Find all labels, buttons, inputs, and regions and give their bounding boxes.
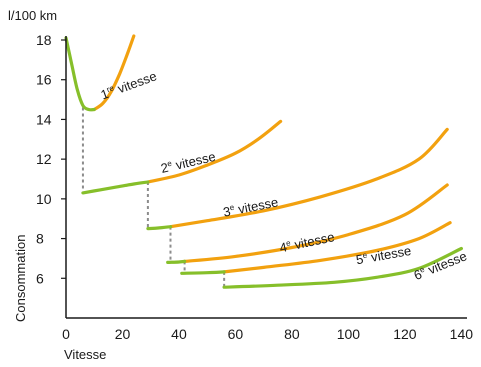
x-tick-label: 100 (337, 326, 361, 342)
gear-4-label: 4e vitesse (278, 229, 336, 255)
y-tick-label: 18 (36, 32, 52, 48)
y-tick-label: 6 (36, 270, 44, 286)
y-tick-label: 16 (36, 72, 52, 88)
x-tick-label: 0 (62, 326, 70, 342)
x-tick-label: 60 (228, 326, 244, 342)
gear-1-orange-curve (92, 34, 136, 112)
consumption-curves (64, 34, 463, 289)
gear-5-green-curve (180, 270, 226, 275)
gear-4-orange-curve (183, 183, 449, 263)
x-tick-label: 20 (115, 326, 131, 342)
x-tick-label: 140 (450, 326, 474, 342)
gear-5-orange-curve (222, 221, 452, 274)
x-tick-label: 120 (393, 326, 417, 342)
gear-3-orange-curve (168, 127, 449, 229)
x-tick-label: 80 (284, 326, 300, 342)
gear-2-orange-curve (146, 119, 283, 184)
gear-6-label: 6e vitesse (412, 248, 469, 283)
tick-labels: 6 8 10 12 14 16 18 0 20 40 60 80 100 120 140 (36, 32, 473, 342)
gear-6-green-curve (222, 246, 463, 289)
y-tick-label: 14 (36, 111, 52, 127)
gear-5-label: 5e vitesse (355, 243, 413, 267)
y-axis-title: Consommation (13, 235, 28, 322)
gear-3-label: 3e vitesse (222, 194, 280, 219)
y-unit-label: l/100 km (8, 8, 57, 23)
y-tick-label: 8 (36, 231, 44, 247)
axes (65, 36, 467, 319)
gear-3-green-curve (146, 225, 173, 231)
gear-4-green-curve (166, 259, 187, 264)
gear-shift-lines (81, 107, 226, 288)
gear-2-green-curve (81, 180, 150, 195)
x-tick-label: 40 (171, 326, 187, 342)
y-tick-label: 10 (36, 191, 52, 207)
gear-1-label: 1re vitesse (99, 68, 159, 102)
gear-1-green-curve (64, 36, 96, 112)
y-tick-label: 12 (36, 151, 52, 167)
x-axis-title: Vitesse (64, 347, 106, 362)
